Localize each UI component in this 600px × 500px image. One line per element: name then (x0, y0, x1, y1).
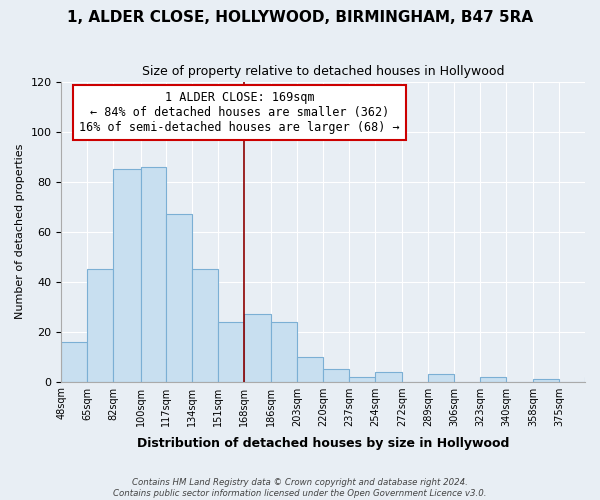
Bar (166, 214, 193, 382)
Bar (140, 167, 166, 382)
Bar (375, 372, 403, 382)
Title: Size of property relative to detached houses in Hollywood: Size of property relative to detached ho… (142, 65, 505, 78)
Bar (533, 379, 559, 382)
Bar (61, 342, 87, 382)
Text: Contains HM Land Registry data © Crown copyright and database right 2024.
Contai: Contains HM Land Registry data © Crown c… (113, 478, 487, 498)
Bar (585, 376, 600, 382)
Bar (193, 269, 218, 382)
Bar (218, 322, 244, 382)
Y-axis label: Number of detached properties: Number of detached properties (15, 144, 25, 320)
Bar (480, 376, 506, 382)
Bar (349, 376, 375, 382)
Bar (323, 369, 349, 382)
Bar (87, 269, 113, 382)
Bar (298, 356, 323, 382)
X-axis label: Distribution of detached houses by size in Hollywood: Distribution of detached houses by size … (137, 437, 509, 450)
Text: 1, ALDER CLOSE, HOLLYWOOD, BIRMINGHAM, B47 5RA: 1, ALDER CLOSE, HOLLYWOOD, BIRMINGHAM, B… (67, 10, 533, 25)
Bar (428, 374, 454, 382)
Bar (244, 314, 271, 382)
Bar (113, 170, 140, 382)
Text: 1 ALDER CLOSE: 169sqm
← 84% of detached houses are smaller (362)
16% of semi-det: 1 ALDER CLOSE: 169sqm ← 84% of detached … (79, 91, 400, 134)
Bar (271, 322, 298, 382)
